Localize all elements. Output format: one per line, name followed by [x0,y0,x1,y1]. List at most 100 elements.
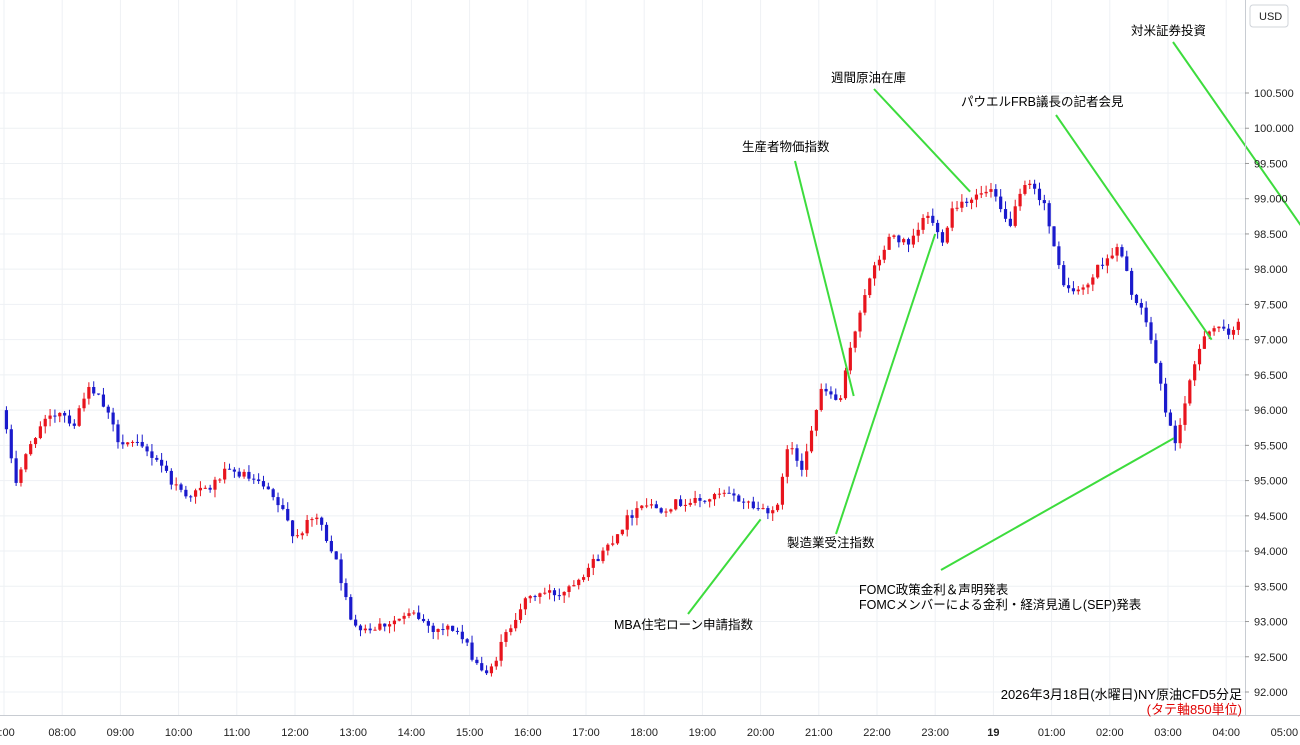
candle-body [853,331,857,348]
candle-body [451,625,455,631]
candle-body [290,520,295,537]
candle-body [819,388,823,411]
y-tick-label: 95.000 [1254,476,1288,488]
y-tick-label: 96.500 [1254,370,1288,382]
candle-body [334,551,338,560]
candle-body [955,207,959,209]
candle-body [1062,265,1066,286]
candle-body [548,590,552,593]
candle-body [562,591,566,596]
candle-body [1018,193,1022,207]
candle-body [82,398,86,409]
candle-body [921,217,925,230]
candle-body [324,524,329,541]
candle-body [33,438,38,445]
candle-body [538,593,542,597]
x-tick-label: 01:00 [1038,727,1066,739]
candle-body [436,629,440,632]
y-tick-label: 94.000 [1254,546,1288,558]
candle-body [140,441,144,447]
y-tick-label: 99.000 [1254,194,1288,206]
x-tick-label: 14:00 [398,727,426,739]
candle-body [698,498,702,501]
candle-body [528,596,532,599]
candle-body [1033,183,1037,189]
candle-body [281,505,285,509]
candle-body [761,508,765,510]
candle-body [737,495,741,502]
annotation-label-2: FOMCメンバーによる金利・経済見通し(SEP)発表 [859,597,1142,612]
candle-body [950,208,954,228]
x-tick-label: 03:00 [1154,727,1182,739]
candle-body [1154,340,1158,363]
candle-body [931,215,935,223]
candle-body [965,201,969,203]
x-tick-label: 22:00 [863,727,891,739]
candle-body [4,410,9,430]
candle-body [742,501,746,503]
candle-body [1222,326,1226,329]
candle-body [373,629,377,631]
unit-label: USD [1259,11,1282,23]
candle-body [577,579,581,586]
candle-body [460,631,464,640]
x-tick-label: 17:00 [572,727,600,739]
y-tick-label: 97.000 [1254,335,1288,347]
annotation-label: 週間原油在庫 [831,71,906,85]
candle-body [1178,424,1182,444]
candle-body [877,259,882,266]
candle-body [130,441,135,443]
candle-body [848,347,852,371]
candle-body [417,612,421,619]
candle-body [1173,425,1177,444]
candle-body [387,624,392,627]
candle-body [198,487,203,491]
candle-body [611,543,615,545]
candle-body [979,193,983,195]
candle-body [780,476,785,505]
candle-body [974,194,979,200]
candle-body [1013,206,1017,226]
candle-body [902,239,906,243]
candle-body [635,508,639,518]
candle-body [266,486,270,490]
chart-caption-sub: (タテ軸850単位) [1147,702,1242,717]
candle-body [640,505,644,509]
candle-body [557,595,561,597]
candle-body [412,612,416,614]
candle-body [567,586,571,592]
candle-body [809,430,814,452]
candle-body [368,628,372,631]
candle-body [688,502,692,505]
candle-body [523,598,527,610]
candle-body [1105,258,1109,266]
candle-body [213,479,217,490]
x-tick-label: 10:00 [165,727,193,739]
candle-body [620,529,624,535]
candle-body [43,418,47,427]
x-tick-label: 7:00 [0,727,15,739]
candle-body [397,618,401,621]
candle-body [1227,328,1231,335]
candle-body [300,533,304,536]
candle-body [252,478,256,480]
candle-body [247,471,251,479]
candle-body [795,448,799,461]
candle-body [766,508,770,514]
candle-body [1144,307,1148,323]
candle-body [586,567,591,578]
candle-body [1047,203,1051,227]
candle-body [392,620,397,625]
candle-body [552,590,557,596]
annotation-label: 対米証券投資 [1131,23,1206,38]
candle-body [164,465,169,471]
candle-body [712,494,717,500]
candle-body [499,641,503,661]
candle-body [218,479,222,481]
y-tick-label: 97.500 [1254,299,1288,311]
x-tick-label: 20:00 [747,727,775,739]
candle-body [717,493,721,495]
candle-body [1076,289,1080,292]
candle-body [184,489,188,497]
candle-body [630,515,634,518]
